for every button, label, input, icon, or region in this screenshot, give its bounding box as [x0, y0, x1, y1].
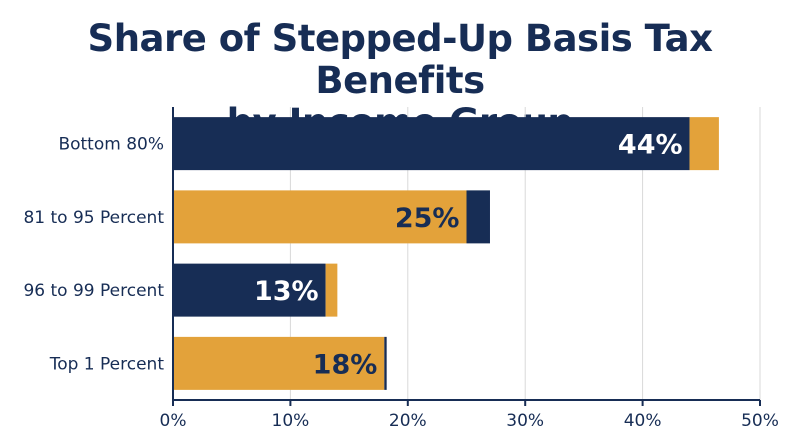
data-label-0: 44%: [618, 130, 683, 161]
bar-1: [173, 190, 467, 244]
category-label-0: Bottom 80%: [58, 135, 164, 155]
bar-remainder-3: [384, 336, 387, 390]
x-tick-label-0: 0%: [160, 411, 187, 431]
bar-remainder-2: [325, 263, 338, 317]
x-tick-label-2: 20%: [389, 411, 427, 431]
category-label-3: Top 1 Percent: [49, 354, 165, 374]
bar-2: [173, 263, 326, 317]
x-tick-label-4: 40%: [624, 411, 662, 431]
category-label-2: 96 to 99 Percent: [23, 281, 164, 301]
bar-remainder-0: [689, 117, 719, 171]
chart-title-line-1: Share of Stepped-Up Basis Tax Benefits: [87, 17, 713, 102]
x-tick-label-5: 50%: [741, 411, 779, 431]
category-label-1: 81 to 95 Percent: [23, 208, 164, 228]
data-label-1: 25%: [395, 203, 460, 234]
bar-remainder-1: [466, 190, 490, 244]
x-tick-label-3: 30%: [506, 411, 544, 431]
data-label-3: 18%: [313, 349, 378, 380]
data-label-2: 13%: [254, 276, 319, 307]
bar-0: [173, 117, 690, 171]
x-tick-label-1: 10%: [272, 411, 310, 431]
bar-3: [173, 336, 385, 390]
